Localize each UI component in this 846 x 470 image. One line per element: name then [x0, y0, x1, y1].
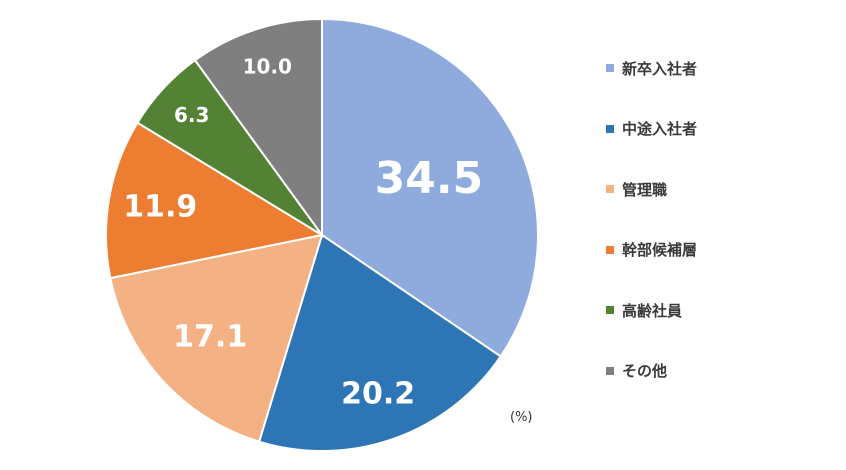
- pie-data-labels: 34.5 20.2 17.1 11.9 6.3 10.0: [123, 55, 483, 412]
- legend-label: 高齢社員: [622, 301, 683, 320]
- legend-item-1: 新卒入社者: [606, 58, 697, 78]
- pie-slice-2: [257, 233, 503, 452]
- legend-label: 中途入社者: [622, 120, 698, 138]
- pie-slice-1: [321, 17, 539, 358]
- legend-swatch: [606, 64, 614, 72]
- legend-swatch: [606, 306, 614, 314]
- legend-item-4: 幹部候補層: [606, 240, 697, 260]
- legend-item-5: 高齢社員: [606, 300, 682, 320]
- legend-label: その他: [622, 362, 668, 380]
- legend-item-6: その他: [606, 361, 667, 381]
- pie-data-label-6: 10.0: [243, 55, 292, 79]
- legend-swatch: [606, 124, 614, 133]
- legend-label: 新卒入社者: [622, 59, 698, 78]
- unit-label: (%): [510, 410, 533, 425]
- legend-item-3: 管理職: [606, 179, 667, 199]
- pie-data-label-5: 6.3: [174, 103, 209, 127]
- legend-item-2: 中途入社者: [606, 119, 697, 139]
- legend-swatch: [606, 245, 614, 254]
- pie-data-label-4: 11.9: [123, 189, 197, 224]
- pie-data-label-3: 17.1: [173, 319, 247, 354]
- pie-slices: [105, 17, 539, 452]
- pie-slice-6: [193, 17, 323, 239]
- pie-slice-4: [105, 121, 325, 280]
- pie-slice-3: [109, 233, 324, 443]
- pie-data-label-2: 20.2: [341, 376, 415, 411]
- pie-data-label-1: 34.5: [375, 153, 484, 204]
- legend-swatch: [606, 366, 614, 375]
- legend-swatch: [606, 185, 614, 193]
- legend-label: 管理職: [622, 180, 668, 199]
- legend-label: 幹部候補層: [622, 241, 698, 259]
